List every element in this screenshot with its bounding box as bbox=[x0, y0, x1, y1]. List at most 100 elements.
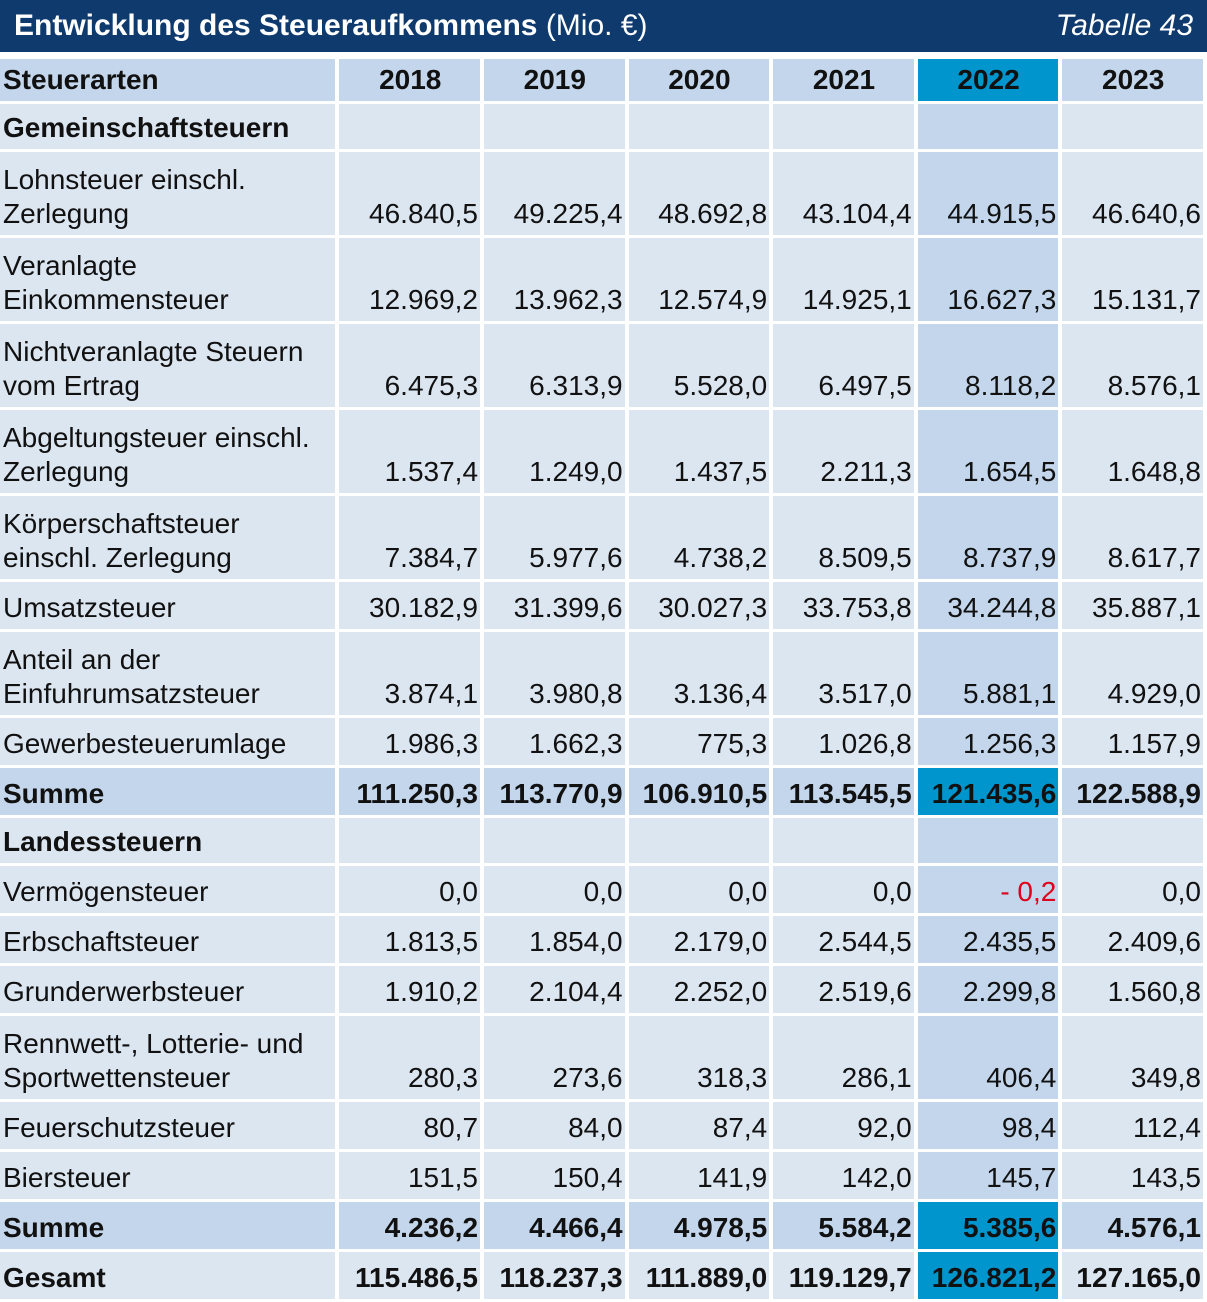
table-row-value: 1.560,8 bbox=[1062, 966, 1203, 1013]
section-heading-value bbox=[628, 818, 770, 863]
table-row-value: 1.026,8 bbox=[773, 718, 914, 765]
header-year: 2020 bbox=[628, 59, 770, 101]
header-label: Steuerarten bbox=[0, 59, 336, 101]
table-row-value: 0,0 bbox=[484, 866, 625, 913]
table-row-value: 3.980,8 bbox=[484, 632, 625, 715]
section-heading-value bbox=[1062, 104, 1203, 149]
table-row-label: Körperschaftsteuer einschl. Zerlegung bbox=[0, 496, 336, 579]
total-row-value: 126.821,2 bbox=[917, 1252, 1059, 1299]
table-row-value: 12.574,9 bbox=[628, 238, 770, 321]
table-row-label: Abgeltungsteuer einschl. Zerlegung bbox=[0, 410, 336, 493]
table-row: Anteil an der Einfuhrumsatzsteuer 3.874,1… bbox=[0, 632, 1203, 715]
table-row-value: 7.384,7 bbox=[339, 496, 481, 579]
table-row-value: 142,0 bbox=[773, 1152, 914, 1199]
table-row: Lohnsteuer einschl. Zerlegung 46.840,5 49.… bbox=[0, 152, 1203, 235]
table-row-value: 2.252,0 bbox=[628, 966, 770, 1013]
table-row-value: 151,5 bbox=[339, 1152, 481, 1199]
header-year: 2023 bbox=[1062, 59, 1203, 101]
table-row: Veranlagte Einkommensteuer 12.969,2 13.962… bbox=[0, 238, 1203, 321]
table-row-value: 145,7 bbox=[917, 1152, 1059, 1199]
table-row-value: 6.497,5 bbox=[773, 324, 914, 407]
section-heading-value bbox=[484, 104, 625, 149]
table-row-value: 286,1 bbox=[773, 1016, 914, 1099]
table-row-value: 0,0 bbox=[773, 866, 914, 913]
table-row-value: 3.136,4 bbox=[628, 632, 770, 715]
sum-row-value: 4.978,5 bbox=[628, 1202, 770, 1249]
table-row-value: 4.738,2 bbox=[628, 496, 770, 579]
table-row: Nichtveranlagte Steuern vom Ertrag 6.475,… bbox=[0, 324, 1203, 407]
table-row-value: 98,4 bbox=[917, 1102, 1059, 1149]
table-row-value: 406,4 bbox=[917, 1016, 1059, 1099]
table-row-label: Erbschaftsteuer bbox=[0, 916, 336, 963]
table-row-value: 8.118,2 bbox=[917, 324, 1059, 407]
total-row: Gesamt 115.486,5 118.237,3 111.889,0 119.129… bbox=[0, 1252, 1203, 1299]
table-row-value: 49.225,4 bbox=[484, 152, 625, 235]
sum-row-label: Summe bbox=[0, 1202, 336, 1249]
table-row-value: 30.027,3 bbox=[628, 582, 770, 629]
table-row-value: 3.874,1 bbox=[339, 632, 481, 715]
section-heading: Gemeinschaftsteuern bbox=[0, 104, 1203, 149]
section-heading-label: Gemeinschaftsteuern bbox=[0, 104, 336, 149]
table-row-value: 35.887,1 bbox=[1062, 582, 1203, 629]
table-row-value: 46.840,5 bbox=[339, 152, 481, 235]
table-title: Entwicklung des Steueraufkommens (Mio. €… bbox=[14, 9, 648, 43]
table-row-value: 1.654,5 bbox=[917, 410, 1059, 493]
table-row-value: 0,0 bbox=[339, 866, 481, 913]
section-heading-value bbox=[339, 104, 481, 149]
total-row-value: 118.237,3 bbox=[484, 1252, 625, 1299]
table-row-label: Rennwett-, Lotterie- und Sportwettensteu… bbox=[0, 1016, 336, 1099]
table-row: Erbschaftsteuer 1.813,5 1.854,0 2.179,0 2.54… bbox=[0, 916, 1203, 963]
section-heading-value bbox=[484, 818, 625, 863]
table-row-value: 150,4 bbox=[484, 1152, 625, 1199]
section-heading-value bbox=[773, 104, 914, 149]
table-row-value: 80,7 bbox=[339, 1102, 481, 1149]
table-row: Rennwett-, Lotterie- und Sportwettensteu… bbox=[0, 1016, 1203, 1099]
title-bar: Entwicklung des Steueraufkommens (Mio. €… bbox=[0, 0, 1207, 52]
table-row-value: 273,6 bbox=[484, 1016, 625, 1099]
table-row-value: 2.299,8 bbox=[917, 966, 1059, 1013]
table-row-label: Grunderwerbsteuer bbox=[0, 966, 336, 1013]
table-row-value: 48.692,8 bbox=[628, 152, 770, 235]
table-reference: Tabelle 43 bbox=[1055, 9, 1193, 42]
table-row: Gewerbesteuerumlage 1.986,3 1.662,3 775,3 1.… bbox=[0, 718, 1203, 765]
total-row-value: 111.889,0 bbox=[628, 1252, 770, 1299]
section-heading-value bbox=[773, 818, 914, 863]
table-row-value: 16.627,3 bbox=[917, 238, 1059, 321]
header-year: 2018 bbox=[339, 59, 481, 101]
table-row-value: 0,0 bbox=[628, 866, 770, 913]
table-row-value: 2.544,5 bbox=[773, 916, 914, 963]
sum-row: Summe 4.236,2 4.466,4 4.978,5 5.584,2 5.385,6… bbox=[0, 1202, 1203, 1249]
section-heading-value bbox=[339, 818, 481, 863]
table-row-value: 4.929,0 bbox=[1062, 632, 1203, 715]
header-year: 2019 bbox=[484, 59, 625, 101]
table-row: Vermögensteuer 0,0 0,0 0,0 0,0- 0,2 0,0 bbox=[0, 866, 1203, 913]
section-heading-label: Landessteuern bbox=[0, 818, 336, 863]
table-row-value: 318,3 bbox=[628, 1016, 770, 1099]
table-row-value: 775,3 bbox=[628, 718, 770, 765]
table-row-value: 8.576,1 bbox=[1062, 324, 1203, 407]
table-row-value: 280,3 bbox=[339, 1016, 481, 1099]
table-row-value: 2.104,4 bbox=[484, 966, 625, 1013]
table-row-value: 1.537,4 bbox=[339, 410, 481, 493]
table-row-value: 5.977,6 bbox=[484, 496, 625, 579]
section-heading-value bbox=[628, 104, 770, 149]
table-row-label: Gewerbesteuerumlage bbox=[0, 718, 336, 765]
table-row-value: 5.881,1 bbox=[917, 632, 1059, 715]
table-row-value: 1.813,5 bbox=[339, 916, 481, 963]
table-row-value: 141,9 bbox=[628, 1152, 770, 1199]
sum-row-value: 106.910,5 bbox=[628, 768, 770, 815]
sum-row-value: 122.588,9 bbox=[1062, 768, 1203, 815]
table-row-value: 143,5 bbox=[1062, 1152, 1203, 1199]
table-row-value: 2.211,3 bbox=[773, 410, 914, 493]
table-row: Umsatzsteuer 30.182,9 31.399,6 30.027,3 33.7… bbox=[0, 582, 1203, 629]
tax-revenue-table: Steuerarten 2018 2019 2020 2021 2022 202… bbox=[0, 56, 1207, 1302]
table-row-value: 44.915,5 bbox=[917, 152, 1059, 235]
table-row-label: Feuerschutzsteuer bbox=[0, 1102, 336, 1149]
table-row-value: 1.648,8 bbox=[1062, 410, 1203, 493]
table-row-label: Veranlagte Einkommensteuer bbox=[0, 238, 336, 321]
sum-row: Summe 111.250,3 113.770,9 106.910,5 113.545,… bbox=[0, 768, 1203, 815]
sum-row-value: 111.250,3 bbox=[339, 768, 481, 815]
section-heading-value bbox=[917, 104, 1059, 149]
sum-row-value: 113.770,9 bbox=[484, 768, 625, 815]
table-row-value: 30.182,9 bbox=[339, 582, 481, 629]
